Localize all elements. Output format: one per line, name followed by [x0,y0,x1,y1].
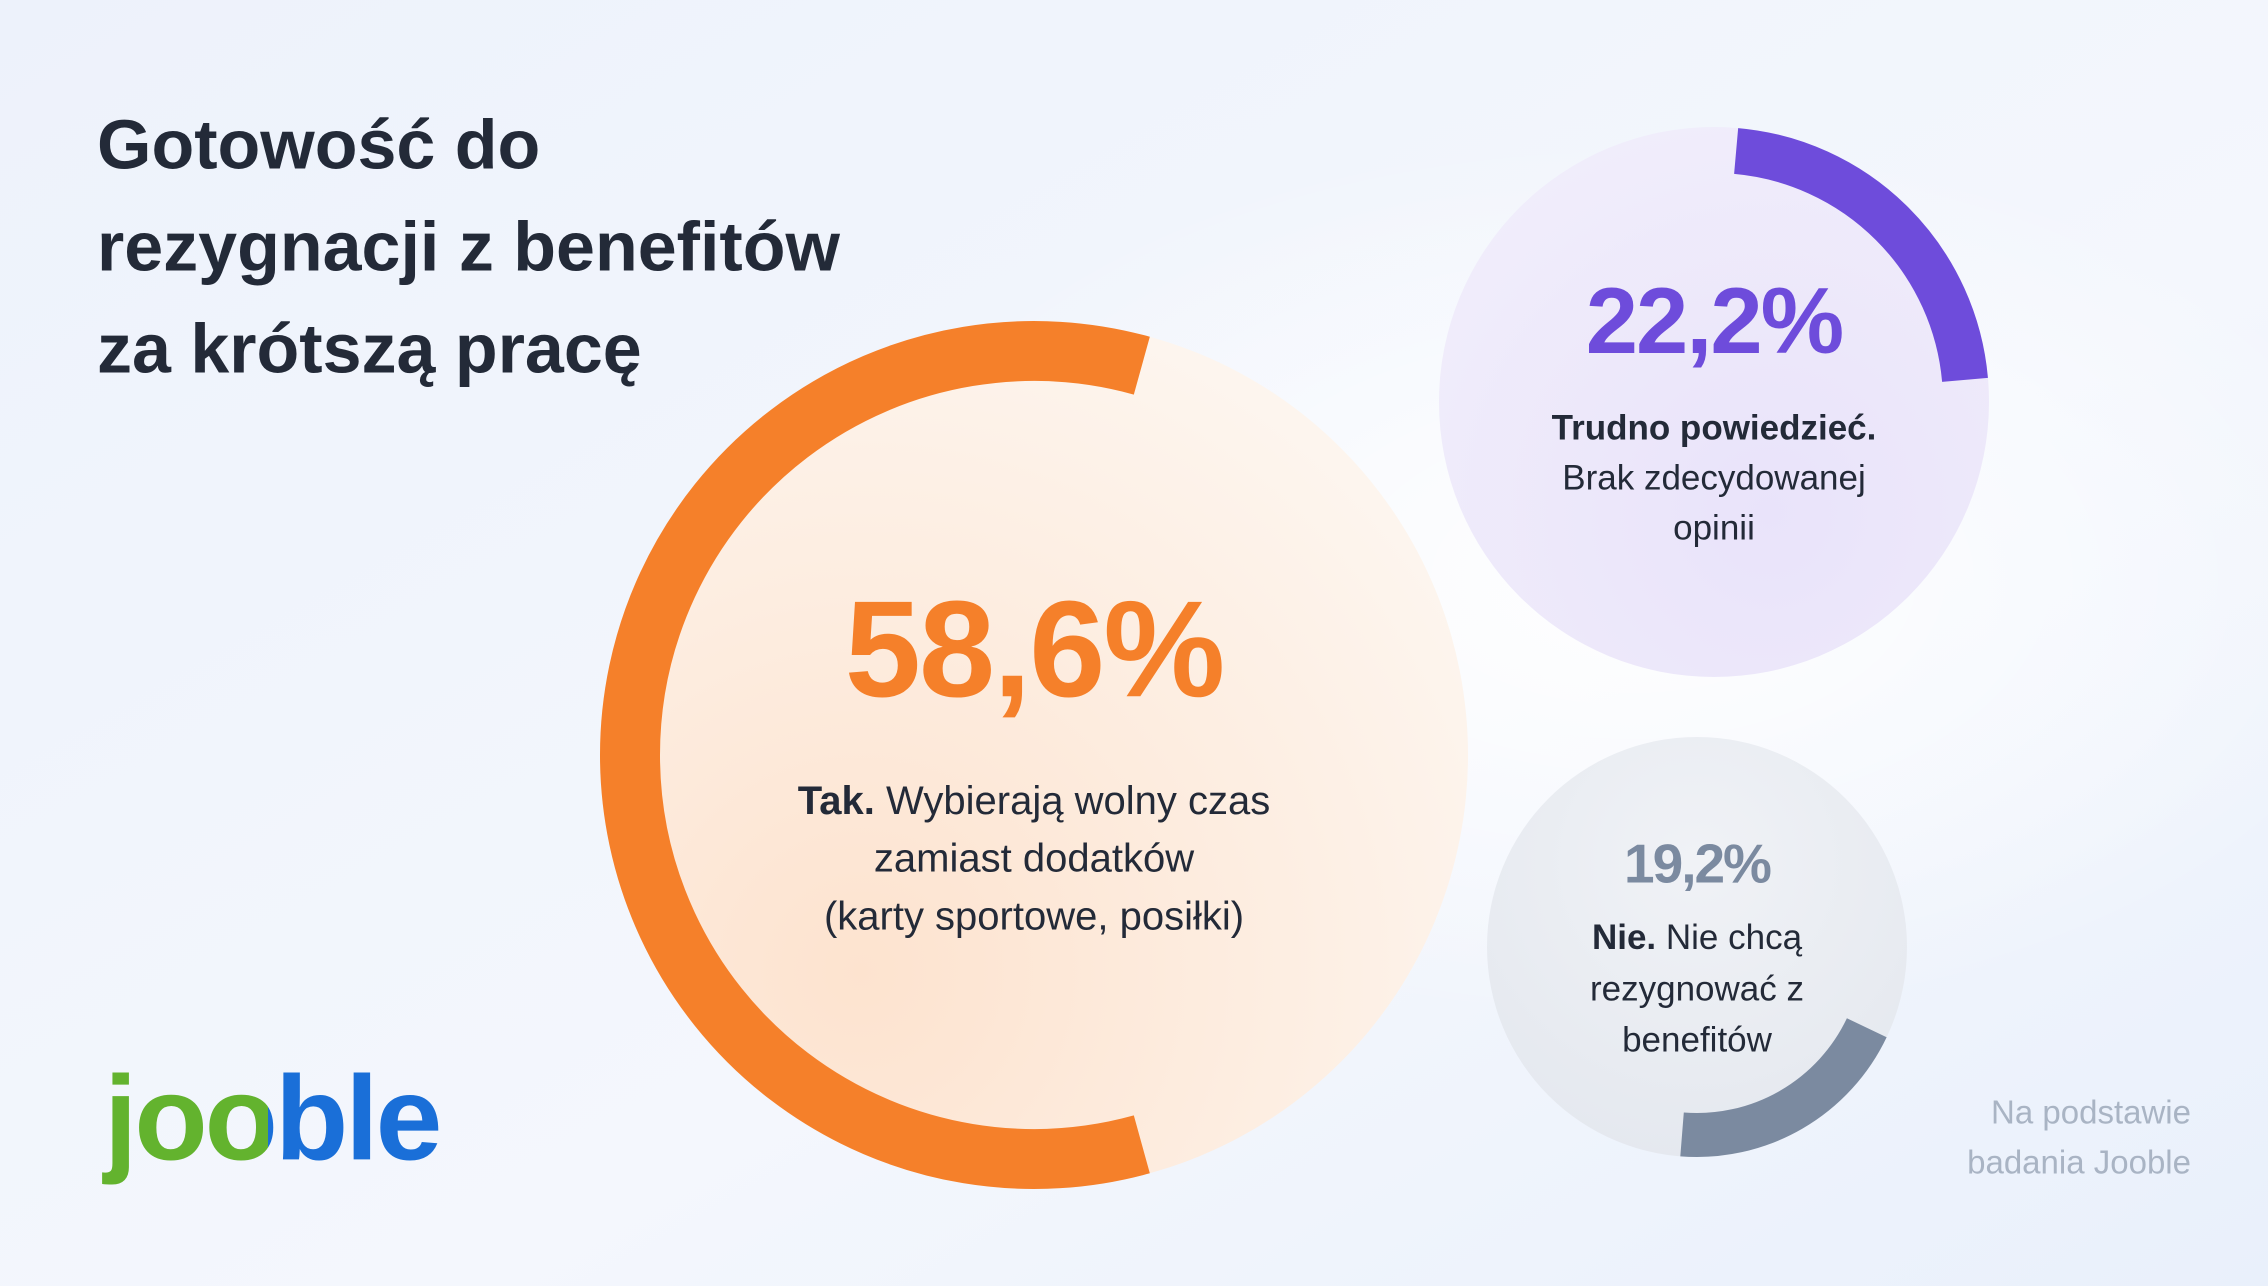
title: Gotowość do rezygnacji z benefitów za kr… [97,105,840,387]
title-line: Gotowość do [97,105,540,183]
label: Tak. [798,779,875,823]
value-label: 58,6% [845,573,1223,726]
source-line: Na podstawie [1991,1094,2191,1131]
circle-background [600,321,1468,1189]
value-label: 19,2% [1624,833,1771,895]
label: Trudno powiedzieć. [1552,408,1877,447]
value-label: 22,2% [1586,268,1843,373]
title-line: rezygnacji z benefitów [97,207,840,285]
circle-background [1487,737,1907,1157]
arc [1733,128,1988,383]
circle-background [1439,127,1989,677]
description-line: benefitów [1622,1020,1773,1059]
source-line: badania Jooble [1967,1144,2191,1181]
description-line: Brak zdecydowanej [1562,458,1866,497]
description-line: Nie. Nie chcą [1592,918,1803,957]
logo: jooble [102,1052,439,1186]
arc [600,321,1150,1189]
description-line: zamiast dodatków [874,837,1194,881]
description-line: rezygnować z [1590,969,1804,1008]
description-line: opinii [1673,508,1755,547]
arc [1680,1017,1887,1157]
title-line: za krótszą pracę [97,309,642,387]
items: 58,6% Tak. Wybierają wolny czas zamiast do… [600,127,1989,1189]
description-text: Nie chcą [1666,918,1803,957]
description-line: Tak. Wybierają wolny czas [798,779,1270,823]
description-text: Wybierają wolny czas [886,779,1270,823]
label: Nie. [1592,918,1656,957]
description-line: (karty sportowe, posiłki) [824,895,1244,939]
